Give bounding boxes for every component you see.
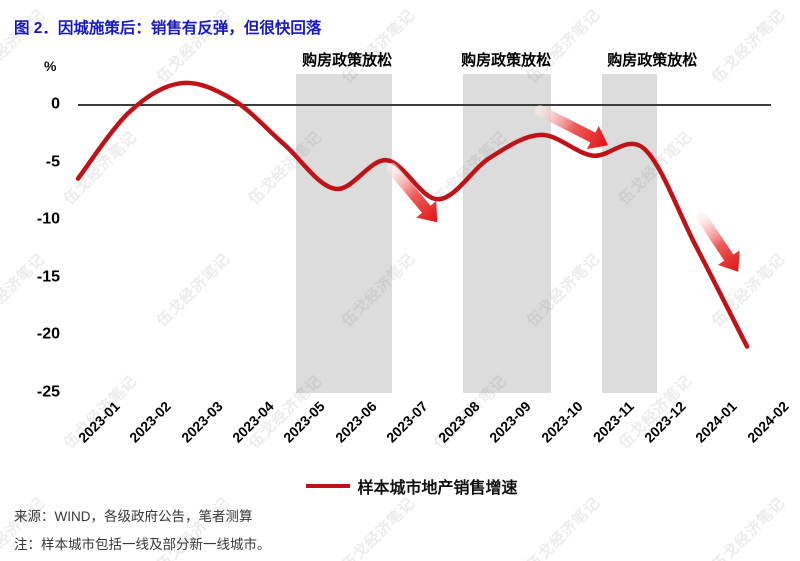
policy-band-label: 购房政策放松: [607, 52, 698, 69]
trend-arrow-shaft: [696, 212, 735, 264]
policy-band: [462, 74, 551, 393]
y-tick-label: -25: [36, 383, 60, 401]
trend-arrow-head: [416, 200, 438, 223]
trend-arrow-shaft: [386, 162, 433, 216]
legend-line-swatch: [306, 484, 351, 488]
y-axis-unit-label: %: [44, 58, 57, 74]
y-tick-label: 0: [51, 95, 60, 113]
policy-band: [601, 74, 657, 393]
y-tick-label: -10: [36, 210, 60, 228]
policy-band-label: 购房政策放松: [302, 52, 393, 69]
chart-legend: 样本城市地产销售增速: [12, 474, 800, 498]
trend-arrow-head: [586, 125, 609, 150]
trend-arrow-shaft: [534, 105, 600, 144]
y-tick-label: -20: [36, 325, 60, 343]
sales-growth-line: [75, 80, 750, 349]
legend-series-label: 样本城市地产销售增速: [357, 480, 518, 497]
chart-title: 图 2．因城施策后：销售有反弹，但很快回落: [14, 20, 322, 37]
source-note: 来源：WIND，各级政府公告，笔者测算: [14, 509, 253, 524]
y-tick-label: -15: [36, 268, 60, 286]
y-tick-label: -5: [45, 153, 60, 171]
sample-note: 注：样本城市包括一线及部分新一线城市。: [14, 537, 271, 552]
trend-arrow-head: [717, 250, 740, 272]
policy-band: [296, 74, 392, 393]
policy-band-label: 购房政策放松: [461, 52, 552, 69]
